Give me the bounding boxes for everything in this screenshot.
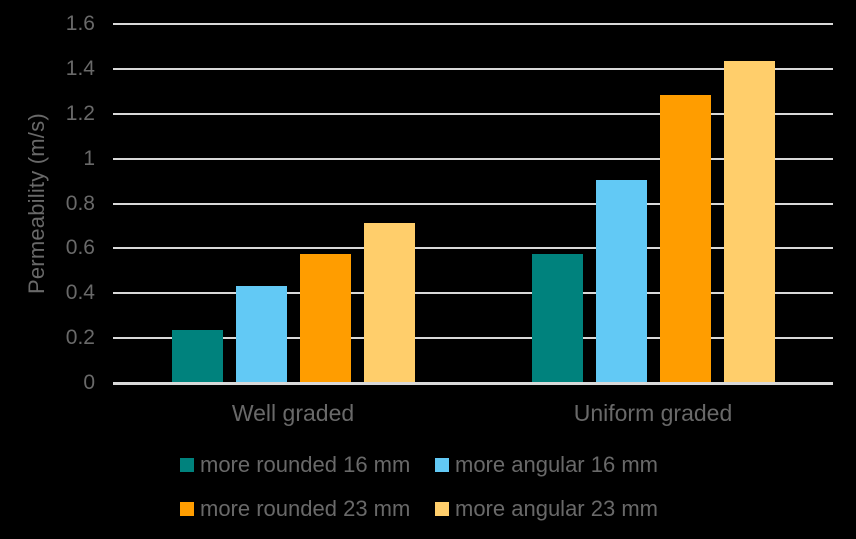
legend-label: more angular 23 mm xyxy=(455,496,658,521)
gridline xyxy=(113,337,833,340)
bar-more-angular-16-mm-uniform-graded xyxy=(595,180,647,382)
legend-item: more rounded 16 mm xyxy=(180,452,435,478)
legend-item: more angular 16 mm xyxy=(435,452,658,478)
legend: more rounded 16 mm more angular 16 mm more… xyxy=(180,452,658,522)
y-tick-label: 1.2 xyxy=(65,101,95,125)
y-tick-label: 0.8 xyxy=(65,191,95,215)
gridline xyxy=(113,67,833,70)
y-tick-label: 0.6 xyxy=(65,236,95,260)
legend-label: more rounded 16 mm xyxy=(200,452,411,477)
bar-more-angular-23-mm-uniform-graded xyxy=(723,61,775,382)
legend-label: more rounded 23 mm xyxy=(200,496,411,521)
y-tick-label: 0.2 xyxy=(65,326,95,350)
bar-more-rounded-23-mm-well-graded xyxy=(299,254,351,382)
y-tick-label: 1.4 xyxy=(65,56,95,80)
y-tick-label: 1 xyxy=(83,146,95,170)
legend-swatch-icon xyxy=(180,458,194,472)
y-tick-label: 0 xyxy=(83,371,95,394)
y-tick-label: 0.4 xyxy=(65,281,95,305)
legend-item: more rounded 23 mm xyxy=(180,496,435,522)
bar-group-uniform-graded xyxy=(531,61,775,382)
bar-more-rounded-16-mm-uniform-graded xyxy=(531,254,583,382)
gridline xyxy=(113,292,833,295)
x-category-label-uniform-graded: Uniform graded xyxy=(573,400,733,426)
legend-swatch-icon xyxy=(180,502,194,516)
legend-item: more angular 23 mm xyxy=(435,496,658,522)
bar-group-well-graded xyxy=(171,222,415,382)
gridline xyxy=(113,23,833,25)
legend-swatch-icon xyxy=(435,502,449,516)
plot-area xyxy=(113,23,833,385)
y-tick-labels: 0 0.2 0.4 0.6 0.8 1 1.2 1.4 1.6 xyxy=(0,0,95,539)
gridline xyxy=(113,202,833,205)
bar-more-angular-23-mm-well-graded xyxy=(363,222,415,382)
x-category-label-well-graded: Well graded xyxy=(231,400,355,426)
bar-more-rounded-16-mm-well-graded xyxy=(171,330,223,382)
legend-label: more angular 16 mm xyxy=(455,452,658,477)
bar-more-angular-16-mm-well-graded xyxy=(235,285,287,382)
gridline xyxy=(113,112,833,115)
gridline xyxy=(113,157,833,160)
y-tick-label: 1.6 xyxy=(65,12,95,35)
bar-more-rounded-23-mm-uniform-graded xyxy=(659,94,711,382)
gridline xyxy=(113,247,833,250)
legend-swatch-icon xyxy=(435,458,449,472)
x-axis-line xyxy=(113,382,833,385)
